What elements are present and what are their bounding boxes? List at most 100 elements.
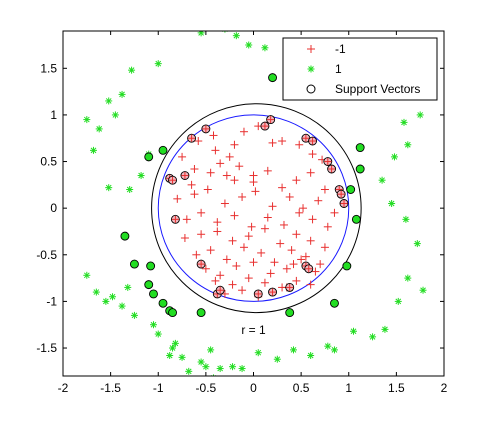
class-neg-point [311, 267, 320, 276]
class-pos-point [413, 240, 421, 248]
legend-plus-marker [307, 45, 315, 53]
class-pos-point [109, 293, 117, 301]
x-tick-label: 0 [250, 381, 257, 395]
support-vector-point [120, 231, 130, 241]
class-pos-point [83, 116, 91, 124]
class-pos-point [197, 358, 205, 366]
class-neg-point [239, 127, 248, 136]
class-neg-point [238, 192, 247, 201]
class-neg-point [268, 202, 277, 211]
class-pos-point [290, 346, 298, 354]
support-vector-point [285, 308, 295, 318]
x-tick-label: -2 [58, 381, 69, 395]
class-neg-point [197, 208, 206, 217]
support-vector-point [215, 285, 225, 295]
class-neg-point [287, 246, 296, 255]
class-neg-point [295, 208, 304, 217]
support-vector-point [253, 289, 263, 299]
legend-entry: 1 [307, 62, 342, 76]
class-neg-point [292, 230, 301, 239]
support-vector-point [330, 298, 339, 308]
support-vector-point [355, 143, 365, 153]
class-neg-point [230, 140, 239, 149]
support-vector-point [308, 136, 318, 146]
class-pos-point [149, 321, 157, 329]
class-neg-point [270, 258, 279, 267]
legend-label: 1 [335, 62, 342, 76]
class-pos-point [324, 342, 332, 350]
class-neg-point [249, 171, 258, 180]
class-pos-point [369, 333, 377, 341]
class-pos-point [207, 346, 215, 354]
class-neg-point [292, 176, 301, 185]
class-pos-point [378, 176, 386, 184]
support-vector-point [144, 152, 154, 162]
class-neg-point [285, 192, 294, 201]
class-neg-point [279, 220, 288, 229]
class-neg-point [266, 269, 275, 278]
radius-annotation: r = 1 [241, 323, 266, 337]
class-neg-point [295, 140, 304, 149]
class-pos-point [307, 351, 315, 359]
x-tick-label: 0.5 [293, 381, 310, 395]
class-neg-point [301, 252, 310, 261]
x-tick-label: -1.5 [100, 381, 121, 395]
class-pos-point [166, 351, 174, 359]
class-pos-point [216, 365, 224, 373]
x-tick-label: 2 [441, 381, 448, 395]
class-neg-point [330, 208, 339, 217]
class-pos-point [202, 363, 210, 371]
class-neg-point [247, 222, 256, 231]
support-vector-point [168, 175, 177, 185]
class-neg-point [323, 222, 332, 231]
legend-circle-marker [306, 84, 316, 94]
x-tick-label: -1 [153, 381, 164, 395]
class-neg-point [238, 286, 247, 295]
class-neg-point [220, 199, 229, 208]
y-tick-label: 1 [50, 108, 57, 122]
support-vector-point [180, 171, 190, 180]
class-pos-point [95, 125, 103, 133]
class-neg-point [182, 215, 191, 224]
class-neg-point [203, 185, 212, 194]
class-neg-point [180, 234, 189, 242]
support-vector-point [196, 259, 206, 269]
true-boundary-circle [157, 114, 350, 302]
class-neg-point [278, 137, 287, 146]
support-vector-point [158, 298, 168, 308]
class-neg-point [257, 248, 266, 257]
y-tick-label: -1.5 [36, 341, 57, 355]
class-neg-point [308, 215, 317, 224]
class-neg-point [260, 224, 269, 233]
class-neg-point [239, 243, 248, 252]
class-neg-point [209, 131, 218, 140]
class-neg-point [263, 166, 272, 175]
support-vector-point [146, 261, 156, 271]
class-neg-point [190, 165, 199, 173]
class-pos-point [232, 32, 240, 40]
class-neg-point [197, 230, 206, 239]
support-vector-point [336, 189, 346, 199]
class-neg-point [297, 255, 306, 264]
support-vector-point [129, 259, 139, 269]
class-pos-point [400, 118, 408, 126]
class-pos-point [238, 365, 246, 373]
class-pos-point [402, 215, 410, 223]
class-neg-point [263, 213, 272, 222]
class-neg-point [190, 190, 199, 199]
class-pos-point [83, 271, 91, 279]
legend-entry: Support Vectors [306, 82, 420, 96]
class-pos-point [390, 153, 398, 161]
support-vector-point [327, 164, 337, 174]
support-vector-point [144, 280, 154, 290]
class-pos-point [118, 90, 126, 98]
class-neg-point [211, 146, 220, 155]
class-neg-point [278, 183, 287, 192]
class-pos-point [154, 330, 162, 338]
class-pos-point [137, 172, 145, 180]
x-tick-label: 1.5 [388, 381, 405, 395]
class-pos-point [381, 325, 389, 333]
class-neg-point [299, 204, 308, 213]
class-neg-point [225, 152, 234, 161]
class-neg-point [178, 152, 187, 161]
